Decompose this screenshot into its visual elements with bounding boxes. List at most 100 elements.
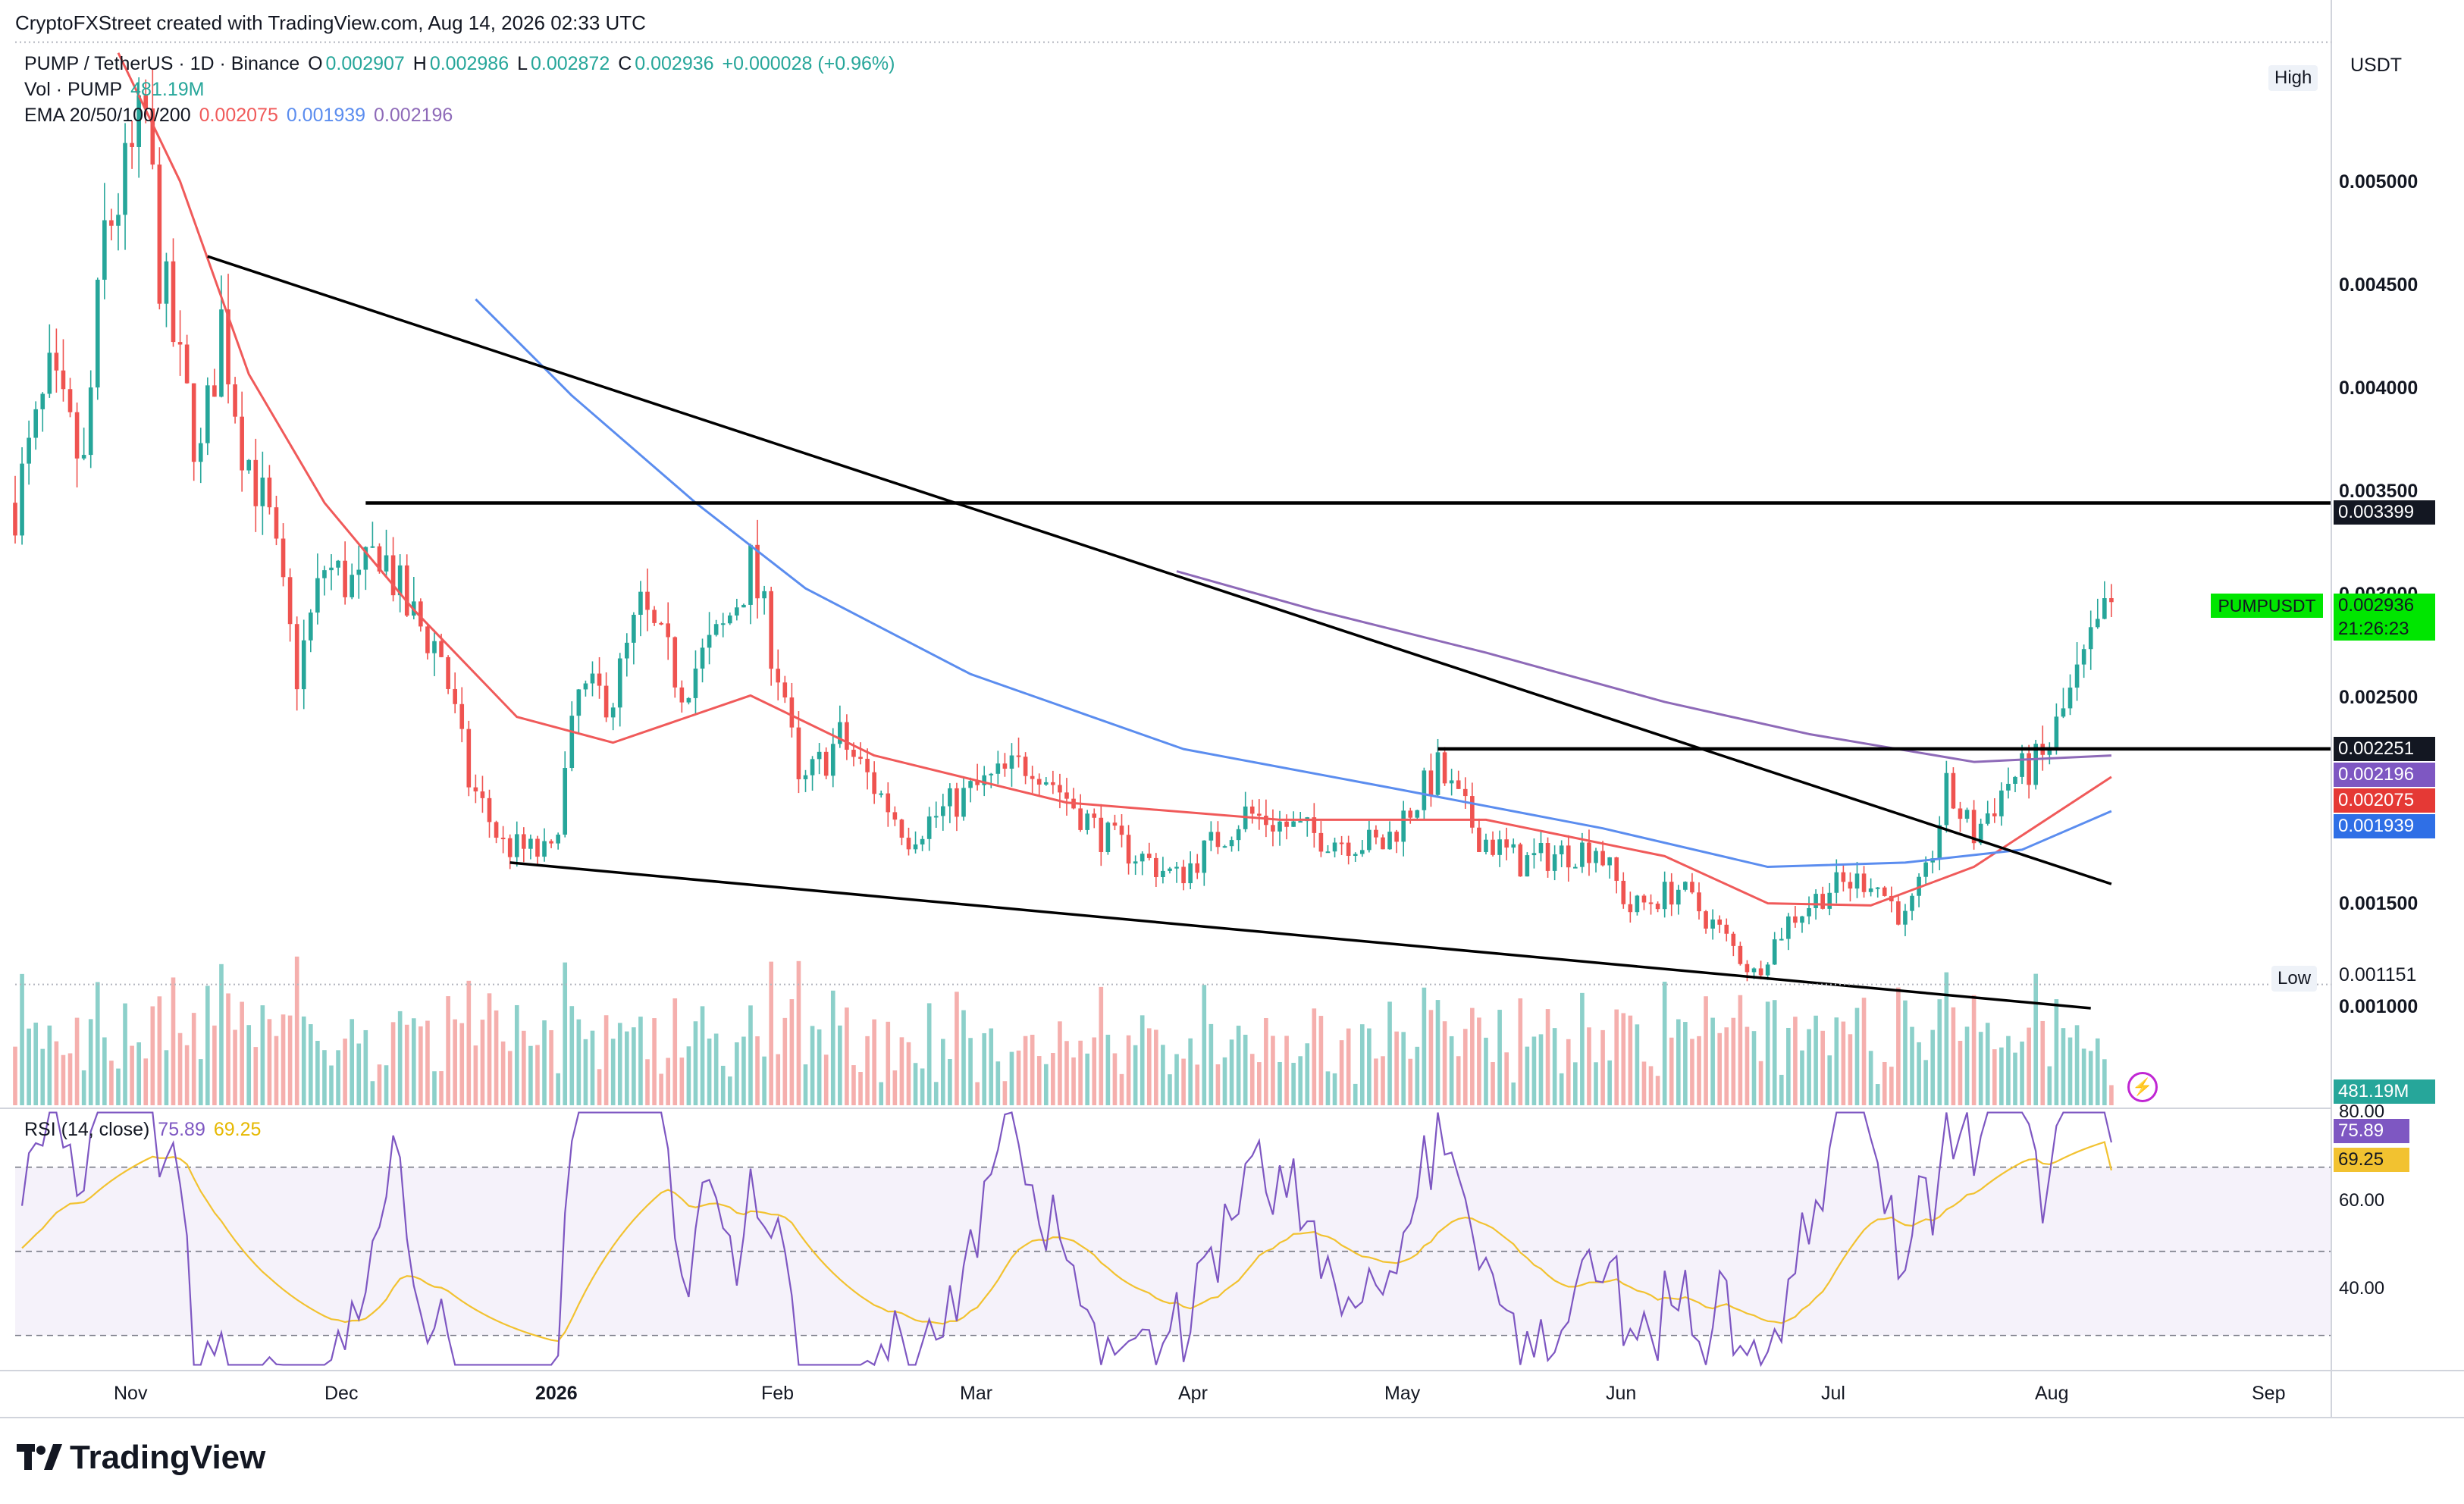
volume-legend[interactable]: Vol · PUMP 481.19M xyxy=(24,79,207,101)
candle-body xyxy=(1978,823,1983,844)
volume-bar xyxy=(1058,1021,1062,1105)
volume-bar xyxy=(1332,1073,1337,1105)
volume-bar xyxy=(1078,1040,1083,1105)
candle-body xyxy=(1477,827,1481,852)
volume-bar xyxy=(61,1054,66,1105)
tradingview-logo[interactable]: TradingView xyxy=(17,1439,265,1477)
candle-body xyxy=(1346,842,1351,856)
volume-bar xyxy=(1105,1034,1111,1105)
candlesticks xyxy=(13,69,2114,982)
volume-bar xyxy=(1462,1029,1468,1105)
candle-body xyxy=(123,143,127,215)
ema-legend[interactable]: EMA 20/50/100/200 0.002075 0.001939 0.00… xyxy=(24,105,456,127)
volume-bar xyxy=(74,1017,80,1105)
candle-body xyxy=(1257,813,1262,816)
volume-bar xyxy=(624,1031,629,1105)
drawn-trendlines[interactable] xyxy=(207,255,2331,1010)
candle-body xyxy=(838,722,842,744)
volume-bar xyxy=(294,956,299,1105)
candle-body xyxy=(2027,753,2031,785)
volume-bar xyxy=(590,1030,595,1105)
lightning-icon[interactable]: ⚡ xyxy=(2127,1072,2158,1102)
candle-body xyxy=(446,656,450,689)
volume-bar xyxy=(1930,1029,1936,1105)
volume-bar xyxy=(1621,1013,1626,1105)
volume-bar xyxy=(645,1059,650,1105)
volume-bar xyxy=(1868,1051,1873,1105)
volume-bar xyxy=(1449,1036,1454,1105)
candle-body xyxy=(27,437,31,464)
volume-bar xyxy=(1071,1057,1076,1105)
candle-body xyxy=(913,844,918,850)
volume-bar xyxy=(892,1070,898,1105)
candle-body xyxy=(1573,866,1578,869)
candle-body xyxy=(1531,853,1537,856)
candle-body xyxy=(1621,880,1626,904)
volume-bar xyxy=(549,1029,553,1105)
candle-body xyxy=(81,455,86,459)
ema-line xyxy=(117,52,2112,907)
candle-body xyxy=(1195,863,1200,873)
volume-bar xyxy=(1387,1001,1392,1105)
volume-bar xyxy=(81,1070,86,1105)
volume-bar xyxy=(1951,1007,1956,1105)
candle-body xyxy=(1462,788,1468,797)
open-label: O xyxy=(308,53,323,74)
volume-bar xyxy=(205,985,210,1105)
volume-bar xyxy=(27,1028,31,1105)
candle-body xyxy=(886,793,891,813)
candle-body xyxy=(1030,776,1035,779)
candle-body xyxy=(1655,904,1660,910)
volume-bar xyxy=(390,1022,396,1105)
volume-bar xyxy=(411,1018,416,1105)
volume-bar xyxy=(961,1010,966,1105)
volume-bar xyxy=(1099,986,1104,1105)
volume-bar xyxy=(1648,1066,1654,1105)
candle-body xyxy=(150,108,155,165)
volume-tag: 481.19M xyxy=(2334,1079,2435,1104)
volume-bar xyxy=(2095,1038,2100,1105)
candle-body xyxy=(603,685,609,718)
ema20-tag: 0.002075 xyxy=(2334,788,2435,813)
rsi-legend[interactable]: RSI (14, close) 75.89 69.25 xyxy=(24,1119,264,1141)
volume-bar xyxy=(1875,1084,1880,1105)
volume-bar xyxy=(1325,1071,1331,1105)
rsi-ma-tag: 69.25 xyxy=(2334,1148,2409,1172)
volume-bar xyxy=(2067,1037,2073,1105)
candle-body xyxy=(1387,832,1392,850)
candle-body xyxy=(1697,892,1701,912)
volume-value: 481.19M xyxy=(130,79,205,100)
volume-bar xyxy=(1985,1023,1990,1105)
candle-body xyxy=(1834,872,1839,893)
price-tick: 0.005000 xyxy=(2339,171,2419,193)
volume-bar xyxy=(164,1050,169,1105)
candle-body xyxy=(480,791,485,798)
volume-bar xyxy=(1827,1055,1832,1105)
low-label: L xyxy=(517,53,528,74)
volume-bar xyxy=(1800,1050,1804,1105)
currency-label[interactable]: USDT xyxy=(2350,55,2403,76)
candle-body xyxy=(1353,854,1358,856)
volume-bar xyxy=(1435,1000,1440,1105)
volume-bar xyxy=(1635,1024,1640,1105)
candle-body xyxy=(191,383,196,462)
candle-body xyxy=(1126,835,1131,864)
candle-body xyxy=(136,95,141,147)
candle-body xyxy=(1408,810,1413,818)
candle-body xyxy=(1814,894,1818,908)
volume-bar xyxy=(789,999,795,1105)
price-tick: 0.001000 xyxy=(2339,996,2419,1017)
volume-bar xyxy=(769,961,773,1105)
candle-body xyxy=(796,727,801,779)
candle-body xyxy=(1470,796,1475,828)
volume-bar xyxy=(2020,1041,2024,1105)
volume-bar xyxy=(2054,999,2059,1105)
candle-body xyxy=(1765,964,1770,976)
volume-bars xyxy=(13,956,2114,1105)
symbol-title[interactable]: PUMP / TetherUS · 1D · Binance xyxy=(24,53,300,74)
volume-bar xyxy=(1092,1037,1097,1105)
candle-body xyxy=(1428,770,1434,795)
candle-body xyxy=(563,768,568,835)
volume-label: Vol · PUMP xyxy=(24,79,123,100)
